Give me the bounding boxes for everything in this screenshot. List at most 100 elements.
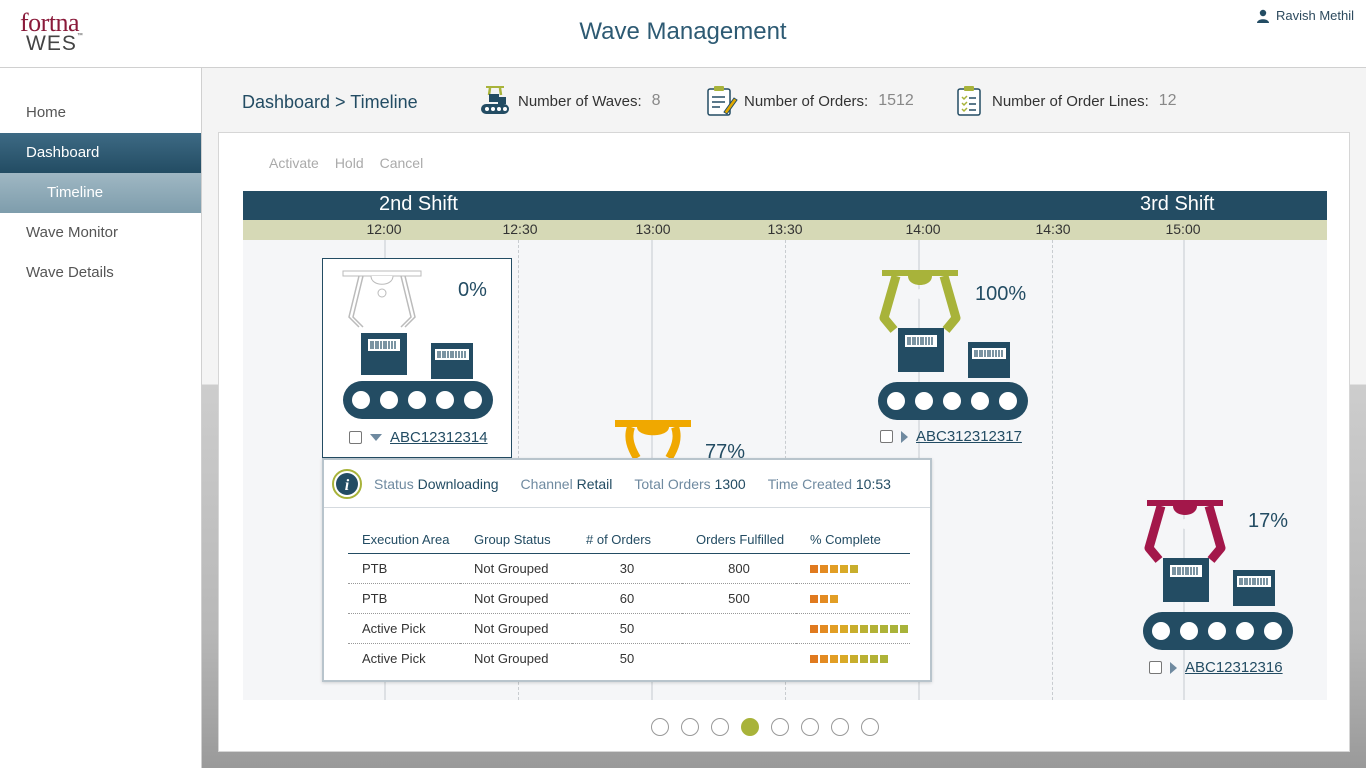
popup-header: i Status Downloading Channel Retail Tota… — [324, 460, 930, 508]
progress-segment — [870, 654, 878, 663]
progress-segment — [850, 564, 858, 573]
column-header: Orders Fulfilled — [682, 528, 796, 554]
time-tick: 14:00 — [905, 221, 941, 237]
pagination-dot[interactable] — [771, 718, 789, 736]
wave-id-link[interactable]: ABC12312316 — [1185, 659, 1283, 676]
sidebar-item-wave-monitor[interactable]: Wave Monitor — [26, 224, 118, 241]
stat-waves: Number of Waves: 8 — [478, 84, 661, 118]
cell-orders: 50 — [572, 613, 682, 644]
execution-area-table: Execution Area Group Status # of Orders … — [348, 528, 910, 674]
wave-checkbox[interactable] — [1149, 661, 1162, 674]
activate-button[interactable]: Activate — [269, 155, 319, 171]
cell-area: PTB — [348, 553, 460, 584]
pagination-dot[interactable] — [801, 718, 819, 736]
cell-group: Not Grouped — [474, 651, 549, 667]
cancel-button[interactable]: Cancel — [379, 155, 424, 171]
column-header: % Complete — [796, 528, 910, 554]
progress-segment — [880, 624, 888, 633]
sidebar-item-home[interactable]: Home — [26, 104, 67, 121]
column-header: Execution Area — [348, 528, 460, 554]
progress-segment — [880, 654, 888, 663]
cell-complete — [796, 553, 910, 584]
wave-percent: 77% — [705, 441, 746, 463]
sidebar-item-timeline[interactable]: Timeline — [0, 173, 201, 213]
user-name: Ravish Methil — [1275, 8, 1354, 23]
cell-group: Not Grouped — [460, 583, 572, 614]
wave-robot-icon[interactable] — [878, 268, 1030, 422]
stat-lines-value: 12 — [1158, 92, 1177, 109]
table-row[interactable]: PTB Not Grouped 30 800 — [348, 553, 910, 584]
stat-order-lines: Number of Order Lines: 12 — [952, 84, 1177, 118]
table-row[interactable]: Active Pick Not Grouped 50 — [348, 644, 910, 674]
progress-segment — [870, 624, 878, 633]
wave-details-popup: i Status Downloading Channel Retail Tota… — [322, 458, 932, 682]
pagination — [651, 718, 879, 736]
progress-segment — [840, 654, 848, 663]
cell-area: Active Pick — [362, 651, 426, 667]
table-header-row: Execution Area Group Status # of Orders … — [348, 528, 910, 554]
sidebar-item-dashboard[interactable]: Dashboard — [0, 133, 201, 173]
progress-bars — [810, 624, 910, 633]
time-tick: 13:30 — [767, 221, 803, 237]
wave-robot-icon[interactable] — [1143, 498, 1295, 652]
wave-checkbox[interactable] — [349, 431, 362, 444]
progress-bars — [810, 594, 910, 603]
wave-checkbox[interactable] — [880, 430, 893, 443]
shift-bar: 2nd Shift 3rd Shift — [243, 191, 1327, 220]
svg-text:i: i — [345, 477, 350, 494]
checklist-icon — [957, 86, 981, 116]
wave-percent: 100% — [975, 283, 1027, 305]
progress-segment — [810, 564, 818, 573]
progress-segment — [830, 654, 838, 663]
logo-bottom-text: WES™ — [26, 32, 84, 55]
pagination-dot[interactable] — [711, 718, 729, 736]
cell-orders: 60 — [572, 583, 682, 614]
time-tick: 12:30 — [502, 221, 538, 237]
hold-button[interactable]: Hold — [334, 155, 364, 171]
sidebar-item-wave-details[interactable]: Wave Details — [26, 264, 114, 281]
chevron-right-icon[interactable] — [901, 430, 908, 443]
shift-label: 3rd Shift — [1140, 193, 1215, 215]
stat-waves-value: 8 — [651, 92, 661, 109]
chevron-right-icon[interactable] — [1170, 661, 1177, 674]
progress-segment — [810, 594, 818, 603]
time-tick: 15:00 — [1165, 221, 1201, 237]
time-tick: 12:00 — [366, 221, 402, 237]
cell-fulfilled — [682, 613, 796, 644]
cell-fulfilled: 500 — [682, 583, 796, 614]
user-menu[interactable]: Ravish Methil — [1256, 8, 1354, 23]
gridline — [1183, 240, 1185, 700]
cell-fulfilled — [682, 644, 796, 674]
popup-channel: Channel Retail — [520, 475, 613, 492]
progress-bars — [810, 564, 910, 573]
pagination-dot[interactable] — [831, 718, 849, 736]
gridline — [1052, 240, 1053, 700]
wave-id-link[interactable]: ABC12312314 — [390, 429, 488, 446]
cell-orders: 30 — [572, 553, 682, 584]
progress-segment — [860, 654, 868, 663]
popup-total-orders: Total Orders 1300 — [634, 475, 746, 492]
table-row[interactable]: PTB Not Grouped 60 500 — [348, 583, 910, 614]
stats-bar: Dashboard > Timeline Number of Waves: 8 … — [202, 68, 1366, 132]
breadcrumb: Dashboard > Timeline — [242, 92, 418, 112]
wave-card-selected[interactable]: 0% ABC12312314 — [322, 258, 512, 458]
wave-label: ABC12312314 — [349, 429, 488, 446]
progress-segment — [840, 624, 848, 633]
cell-complete — [796, 583, 910, 614]
progress-segment — [820, 654, 828, 663]
wave-id-link[interactable]: ABC312312317 — [916, 428, 1022, 445]
cell-group: Not Grouped — [460, 613, 572, 644]
cell-fulfilled: 800 — [682, 553, 796, 584]
pagination-dot[interactable] — [651, 718, 669, 736]
progress-segment — [860, 624, 868, 633]
pagination-dot[interactable] — [861, 718, 879, 736]
table-row[interactable]: Active Pick Not Grouped 50 — [348, 613, 910, 644]
pagination-dot[interactable] — [681, 718, 699, 736]
progress-segment — [850, 654, 858, 663]
wave-robot-icon[interactable] — [613, 418, 693, 478]
progress-segment — [820, 564, 828, 573]
pagination-dot[interactable] — [741, 718, 759, 736]
cell-area: Active Pick — [348, 613, 460, 644]
chevron-down-icon[interactable] — [370, 434, 382, 441]
stat-orders-label: Number of Orders: — [744, 92, 869, 110]
